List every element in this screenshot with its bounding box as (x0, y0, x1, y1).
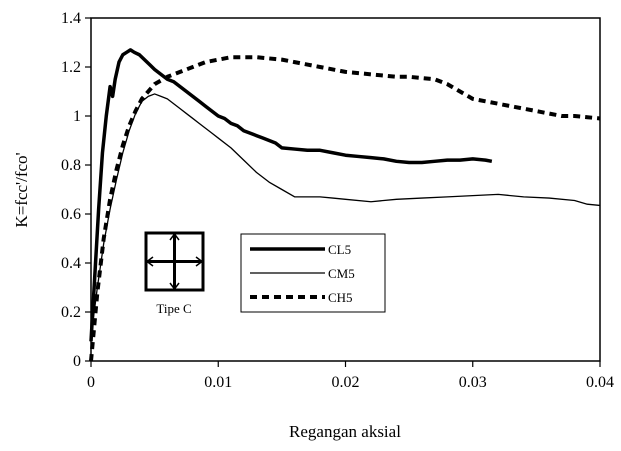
x-tick-label: 0.03 (459, 374, 487, 391)
x-tick-label: 0 (87, 374, 95, 391)
y-tick-label: 1.4 (61, 10, 81, 27)
y-tick-label: 0.6 (61, 206, 81, 223)
series-line-ch5 (89, 55, 601, 362)
y-tick-label: 0 (73, 353, 81, 370)
legend-label-ch5: CH5 (328, 290, 353, 305)
x-tick-label: 0.01 (204, 374, 232, 391)
y-tick-label: 0.2 (61, 304, 81, 321)
tie-arrow-top (169, 232, 180, 241)
y-tick-label: 1.2 (61, 59, 81, 76)
x-axis-title: Regangan aksial (289, 422, 401, 441)
y-tick-label: 0.8 (61, 157, 81, 174)
y-axis-title: K=fcc'/fco' (12, 152, 31, 227)
y-tick-label: 0.4 (61, 255, 81, 272)
legend: CL5 CM5 CH5 (240, 233, 386, 313)
x-axis: 0 0.01 0.02 0.03 0.04 (87, 361, 614, 391)
tie-arrow-bottom (169, 282, 180, 291)
legend-label-cm5: CM5 (328, 266, 355, 281)
tipe-c-diagram: Tipe C (144, 231, 205, 316)
x-tick-label: 0.02 (332, 374, 360, 391)
legend-label-cl5: CL5 (328, 242, 351, 257)
y-tick-label: 1 (73, 108, 81, 125)
series-line-cl5 (89, 48, 493, 342)
series-line-cm5 (90, 93, 601, 337)
inset-label: Tipe C (156, 301, 191, 316)
tie-arrow-left (145, 256, 154, 267)
x-tick-label: 0.04 (586, 374, 614, 391)
series-layer (89, 48, 601, 362)
tie-arrow-right (195, 256, 204, 267)
y-axis: 0 0.2 0.4 0.6 0.8 1 1.2 1.4 (61, 10, 91, 370)
